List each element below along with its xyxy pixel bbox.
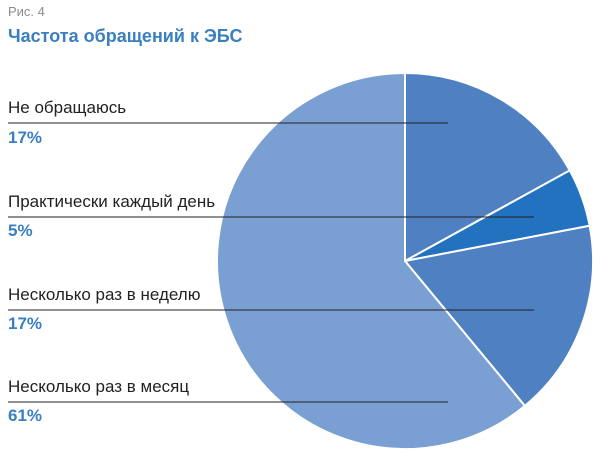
legend-label-3: Несколько раз в месяц bbox=[8, 377, 190, 396]
legend-value-0: 17% bbox=[8, 128, 43, 147]
chart-title: Частота обращений к ЭБС bbox=[8, 26, 243, 46]
pie-slice-0 bbox=[404, 71, 572, 263]
legend-value-1: 5% bbox=[8, 221, 33, 240]
legend-label-1: Практически каждый день bbox=[8, 192, 216, 211]
legend-value-2: 17% bbox=[8, 314, 43, 333]
pie-slice-2 bbox=[403, 224, 594, 408]
figure-label: Рис. 4 bbox=[8, 4, 45, 19]
legend-value-3: 61% bbox=[8, 406, 43, 425]
pie-slice-3 bbox=[216, 71, 527, 450]
legend-label-2: Несколько раз в неделю bbox=[8, 285, 201, 304]
legend-label-0: Не обращаюсь bbox=[8, 98, 127, 117]
